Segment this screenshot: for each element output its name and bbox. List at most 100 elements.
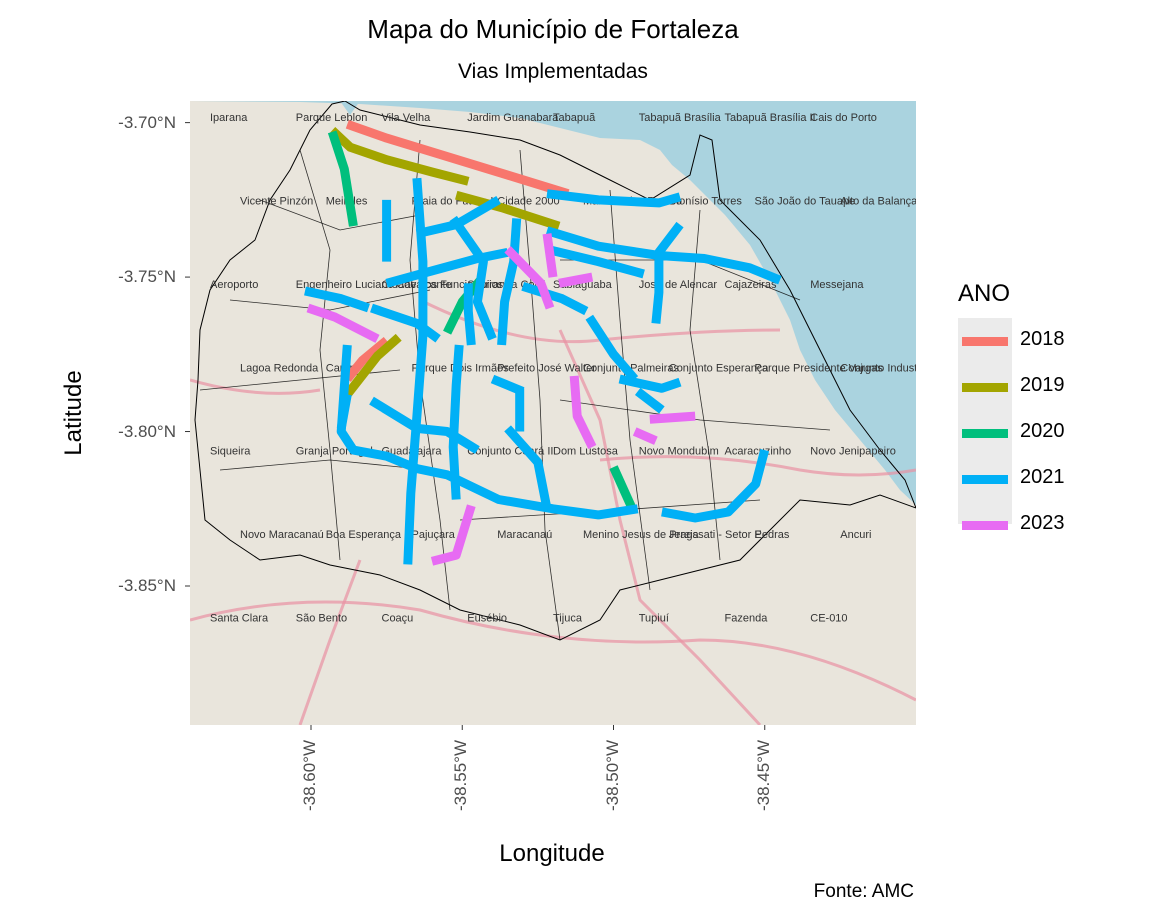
y-tick-label: -3.80°N: [118, 421, 176, 441]
place-label: Jardim Guanabara: [467, 112, 559, 124]
route-2023: [542, 233, 558, 278]
basemap-road: [599, 455, 916, 477]
place-label: Novo Mondubim: [639, 446, 719, 458]
legend-swatch: [962, 383, 1008, 392]
place-label: São Bento: [296, 613, 347, 625]
route-2021: [497, 218, 522, 346]
route-2021: [545, 244, 645, 279]
neighborhood-boundary: [299, 149, 341, 561]
place-label: Boa Esperança: [326, 529, 402, 541]
place-label: Ancuri: [840, 529, 871, 541]
place-label: Acaracuzinho: [725, 446, 792, 458]
place-label: Conjunto Industrial: [840, 362, 932, 374]
route-2023: [569, 375, 597, 449]
place-label: Maracanaú: [497, 529, 552, 541]
legend-swatch: [962, 521, 1008, 530]
neighborhood-boundary: [519, 149, 561, 641]
place-label: Engenheiro Luciano Cavalcante: [296, 279, 452, 291]
place-label: Tabapuã Brasília: [639, 112, 722, 124]
place-label: Coaçu: [382, 613, 414, 625]
place-label: Pajuçara: [412, 529, 456, 541]
neighborhood-boundary: [219, 459, 431, 471]
route-2021: [304, 286, 370, 313]
place-label: Jereissati - Setor E: [669, 529, 762, 541]
chart-title: Mapa do Município de Fortaleza: [367, 14, 739, 44]
place-label: Tabapuã Brasília II: [725, 112, 816, 124]
y-tick-label: -3.75°N: [118, 267, 176, 287]
route-2021: [546, 189, 682, 208]
legend-item-2020: 2020: [958, 410, 1138, 456]
place-label: Tupiuí: [639, 613, 669, 625]
place-label: Lagoa Redonda: [240, 362, 319, 374]
x-tick-label: -38.55°W: [451, 740, 471, 812]
route-2023: [632, 427, 658, 445]
place-label: Tabapuã: [553, 112, 596, 124]
legend-label: 2018: [1020, 328, 1065, 350]
place-label: Cidade 2000: [497, 195, 559, 207]
legend-item-2018: 2018: [958, 318, 1138, 364]
neighborhood-boundary: [559, 399, 831, 431]
route-2021: [336, 344, 639, 520]
sea-area: [190, 101, 916, 505]
route-2019: [343, 333, 402, 398]
route-2021: [661, 448, 770, 523]
legend-item-2019: 2019: [958, 364, 1138, 410]
basemap-road: [298, 559, 362, 725]
place-label: Vicente Pinzón: [240, 195, 313, 207]
route-2021: [336, 393, 352, 430]
route-2021: [370, 303, 441, 343]
place-label: Conjunto Esperança: [669, 362, 770, 374]
place-label: Conjunto Ceará II: [467, 446, 553, 458]
x-axis-label: Longitude: [499, 840, 605, 867]
place-label: CE-010: [810, 613, 847, 625]
place-label: Cajazeiras: [725, 279, 777, 291]
route-2021: [403, 177, 428, 565]
route-2021: [385, 247, 509, 288]
place-label: Menino Jesus de Praga: [583, 529, 699, 541]
route-2020: [327, 130, 358, 227]
neighborhood-boundary: [229, 289, 431, 311]
place-label: Iparana: [210, 112, 248, 124]
route-2021: [585, 314, 639, 382]
place-label: Parque Presidente Vargas: [755, 362, 884, 374]
route-2021: [463, 283, 476, 346]
place-label: Tijuca: [553, 613, 583, 625]
legend-title: ANO: [958, 280, 1011, 307]
route-2021: [618, 374, 682, 393]
route-2018: [345, 119, 570, 199]
legend-swatch: [962, 429, 1008, 438]
route-2023: [306, 303, 380, 343]
place-label: Pedras: [755, 529, 790, 541]
coast-inlet: [340, 101, 360, 115]
place-label: Novo Maracanaú: [240, 529, 324, 541]
route-2020: [609, 465, 636, 510]
place-label: José de Alencar: [639, 279, 718, 291]
route-2020: [443, 277, 484, 335]
legend-keys-background: [958, 318, 1012, 524]
y-axis-label: Latitude: [60, 370, 87, 456]
y-tick-label: -3.85°N: [118, 575, 176, 595]
place-label: Vila Velha: [382, 112, 432, 124]
route-2021: [651, 221, 684, 324]
axes: [185, 122, 766, 730]
legend: ANO 2018 2019 2020 2021 2023: [958, 280, 1065, 534]
chart-subtitle: Vias Implementadas: [458, 60, 648, 83]
route-2023: [649, 411, 696, 424]
place-label: Dom Lustosa: [553, 446, 619, 458]
route-2023: [504, 246, 555, 310]
place-label: Dionísio Torres: [669, 195, 743, 207]
legend-item-2023: 2023: [958, 502, 1138, 548]
place-label: Alto da Balança: [840, 195, 918, 207]
city-boundary: [194, 101, 916, 641]
place-label: Cais do Porto: [810, 112, 877, 124]
y-tick-label: -3.70°N: [118, 112, 176, 132]
place-label: Messejana: [810, 279, 864, 291]
neighborhood-boundary: [259, 199, 421, 231]
route-2021: [504, 425, 552, 510]
place-label: Santa Clara: [210, 613, 269, 625]
route-2021: [449, 215, 497, 341]
route-2021: [369, 396, 480, 454]
place-label: São João do Tauape: [755, 195, 856, 207]
route-2023: [558, 272, 594, 288]
legend-swatch: [962, 337, 1008, 346]
